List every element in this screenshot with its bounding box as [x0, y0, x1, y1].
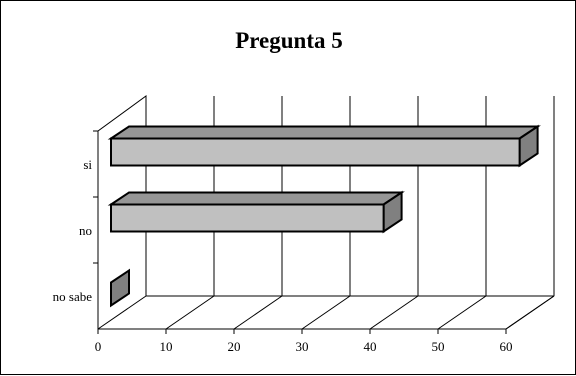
floor-gridline-20 [233, 295, 283, 330]
x-tick-label-50: 50 [432, 339, 445, 354]
x-tick-label-10: 10 [160, 339, 173, 354]
bar-face-no [110, 203, 385, 233]
bar-side-no-sabe [110, 268, 130, 308]
floor-gridline-30 [301, 295, 351, 330]
floor-gridline-40 [369, 295, 419, 330]
x-tick-label-60: 60 [500, 339, 513, 354]
bar-layer [107, 124, 541, 308]
y-tick-label-1: no [79, 223, 92, 238]
floor-gridline-60 [505, 295, 555, 330]
x-tick-label-40: 40 [364, 339, 377, 354]
floor-gridline-10 [165, 295, 215, 330]
bar-top-si [107, 125, 541, 140]
x-tick-label-30: 30 [296, 339, 309, 354]
label-layer: 0 10 20 30 40 50 60 si no no sabe [53, 157, 513, 354]
floor-gridline-50 [437, 295, 487, 330]
bar-top-no [107, 191, 405, 206]
chart-title: Pregunta 5 [235, 28, 343, 53]
bar-face-si [110, 137, 521, 167]
x-tick-label-0: 0 [95, 339, 102, 354]
floor-gridline-0 [97, 295, 147, 330]
y-tick-label-2: no sabe [53, 289, 93, 304]
y-tick-label-0: si [83, 157, 92, 172]
x-tick-label-20: 20 [228, 339, 241, 354]
